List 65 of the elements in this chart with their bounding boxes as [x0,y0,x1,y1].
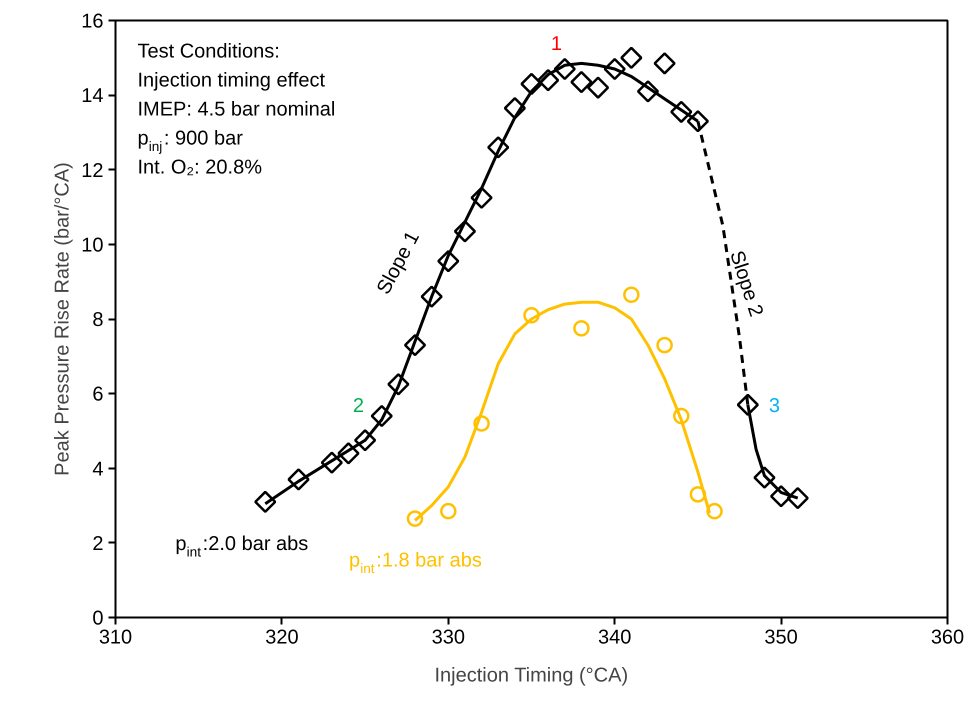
x-tick-label: 360 [930,626,964,648]
point [370,404,393,428]
y-tick-label: 4 [92,458,104,480]
x-tick-label: 350 [764,626,798,648]
point [337,442,360,464]
point [387,373,410,396]
point [454,220,476,242]
point [320,452,343,474]
annotation: 2 [352,394,364,417]
point [653,52,676,75]
y-tick-label: 6 [92,384,104,406]
point [636,80,660,103]
x-tick-label: 320 [265,626,299,648]
point [570,70,593,94]
y-tick-label: 0 [92,608,104,630]
x-tick-label: 340 [598,626,632,648]
point [686,110,710,132]
annotation: Injection timing effect [138,70,326,92]
point [670,100,692,124]
point [573,320,590,337]
annotation: Slope 1 [372,228,424,298]
point [770,485,792,508]
point [690,486,706,503]
y-tick-label: 12 [81,160,104,182]
point [287,468,310,491]
x-tick-label: 330 [432,626,465,648]
annotation: 3 [768,394,780,417]
point [656,336,673,354]
point [487,136,510,159]
point [736,394,759,416]
point [470,186,493,209]
y-tick-label: 16 [81,10,104,32]
point [753,466,776,489]
y-tick-label: 10 [81,234,104,256]
point [504,97,526,120]
point [536,69,560,92]
annotation: Int. O₂: 20.8% [138,156,262,178]
point [406,510,424,527]
point [623,286,640,303]
y-axis-title: Peak Pressure Rise Rate (bar/°CA) [51,162,74,476]
point [586,76,610,99]
point [437,250,460,272]
point [554,58,576,80]
point [620,46,642,69]
point [604,58,626,80]
annotation: Slope 2 [725,248,768,320]
point [440,502,457,520]
point [523,307,540,324]
point [473,415,490,432]
y-tick-label: 14 [81,85,104,108]
annotation: Test Conditions: [138,40,280,62]
y-tick-label: 2 [92,532,104,555]
annotation: 1 [550,33,562,56]
y-tick-label: 8 [92,309,104,331]
point [520,72,543,96]
point [706,502,723,520]
x-tick-label: 310 [98,626,132,648]
point [420,285,443,308]
point [354,429,376,452]
x-axis-title: Injection Timing (°CA) [434,664,628,686]
point [404,334,426,356]
point [786,486,809,510]
annotation: IMEP: 4.5 bar nominal [138,98,336,120]
point [254,490,276,513]
point [673,408,690,424]
